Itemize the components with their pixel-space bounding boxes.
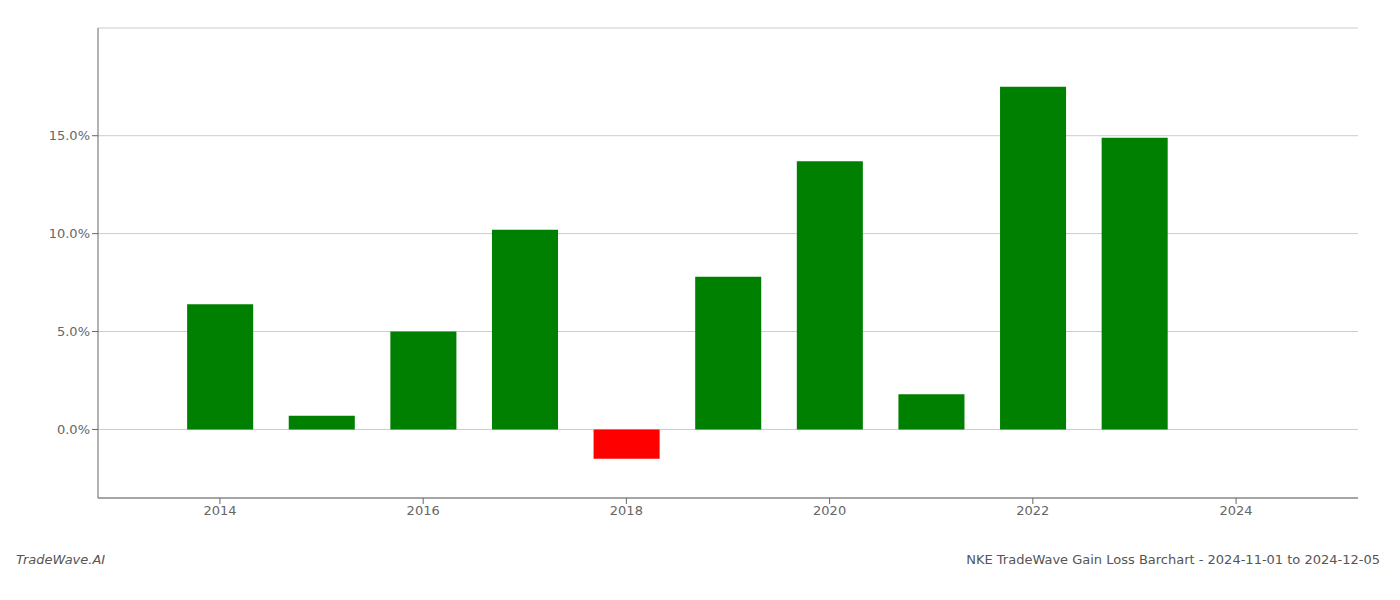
svg-text:15.0%: 15.0% [49, 128, 90, 143]
svg-text:0.0%: 0.0% [57, 422, 90, 437]
svg-text:2020: 2020 [813, 503, 846, 518]
svg-text:2018: 2018 [610, 503, 643, 518]
svg-text:2022: 2022 [1016, 503, 1049, 518]
svg-text:10.0%: 10.0% [49, 226, 90, 241]
html-text:NKE TradeWave Gain Loss Barcha: NKE TradeWave Gain Loss Barchart - 2024-… [966, 552, 1380, 567]
svg-text:5.0%: 5.0% [57, 324, 90, 339]
svg-text:2024: 2024 [1220, 503, 1253, 518]
html-text:TradeWave.AI: TradeWave.AI [16, 552, 106, 567]
svg-text:2016: 2016 [407, 503, 440, 518]
svg-text:2014: 2014 [203, 503, 236, 518]
